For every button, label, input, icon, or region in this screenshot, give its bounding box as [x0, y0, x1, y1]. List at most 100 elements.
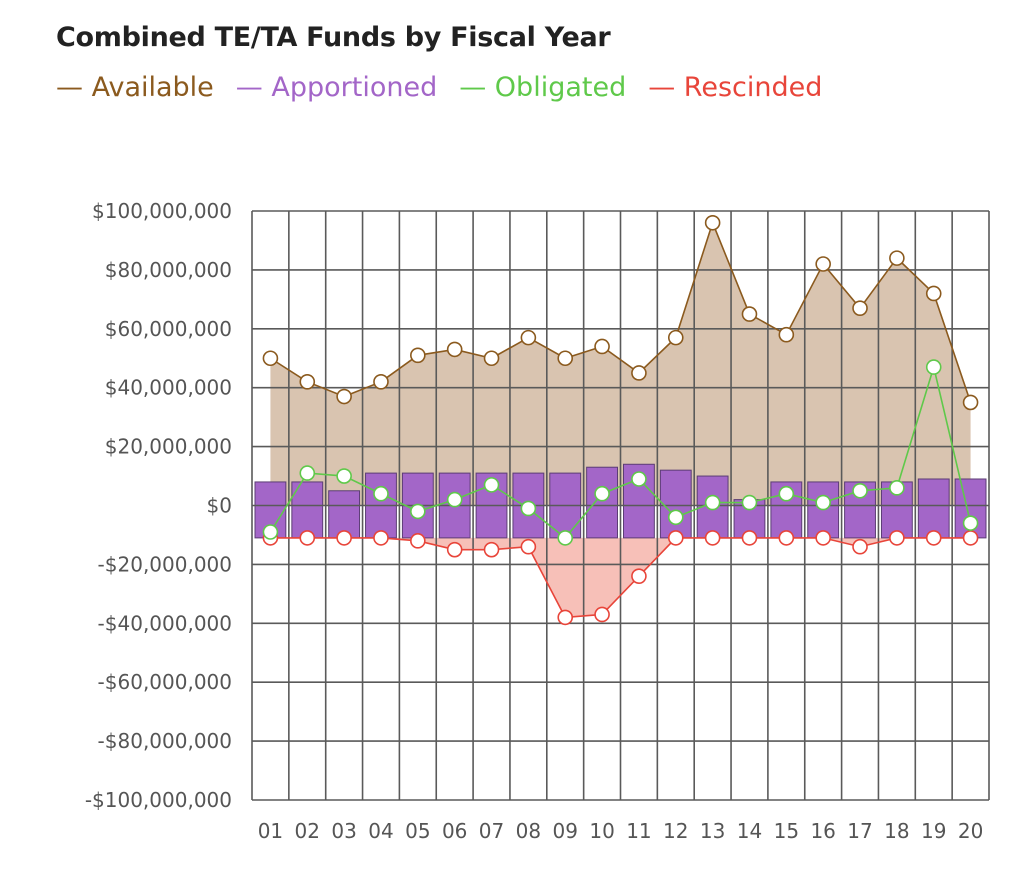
available-point [410, 347, 426, 364]
obligated-point [446, 491, 463, 508]
available-point [483, 350, 500, 367]
obligated-point [410, 503, 426, 520]
rescinded-point [446, 541, 463, 558]
available-point [262, 350, 279, 367]
rescinded-point [336, 530, 352, 546]
apportioned-bar [328, 490, 361, 539]
available-point [962, 394, 979, 411]
x-tick-label: 04 [368, 819, 393, 843]
rescinded-point [852, 538, 868, 555]
rescinded-point [631, 568, 647, 584]
x-tick-label: 02 [295, 819, 320, 843]
obligated-point [704, 494, 721, 511]
obligated-point [373, 485, 389, 502]
obligated-point [557, 530, 574, 546]
available-point [889, 250, 905, 266]
available-point [925, 285, 942, 302]
apportioned-bar [917, 478, 950, 539]
y-tick-label: $40,000,000 [105, 376, 232, 400]
x-tick-label: 14 [737, 819, 762, 843]
x-tick-label: 17 [847, 819, 872, 843]
rescinded-point [925, 530, 942, 546]
y-tick-label: -$100,000,000 [85, 788, 232, 812]
obligated-point [299, 465, 316, 481]
obligated-point [336, 468, 352, 484]
obligated-point [889, 480, 905, 496]
legend-item-rescinded: — Rescinded [648, 72, 823, 103]
rescinded-point [962, 530, 979, 546]
rescinded-point [557, 609, 574, 626]
y-tick-label: -$20,000,000 [98, 552, 232, 576]
x-tick-label: 09 [552, 819, 577, 843]
x-tick-label: 05 [405, 819, 430, 843]
rescinded-point [483, 541, 500, 558]
available-point [373, 374, 389, 390]
y-tick-label: $0 [207, 494, 232, 518]
rescinded-point [815, 530, 831, 546]
available-point [852, 300, 868, 316]
available-point [667, 329, 684, 346]
obligated-point [520, 500, 537, 517]
legend-item-available: — Available [56, 72, 214, 103]
x-tick-label: 13 [700, 819, 725, 843]
x-tick-label: 20 [958, 819, 983, 843]
legend-item-apportioned: — Apportioned [235, 72, 438, 103]
apportioned-bar [586, 466, 619, 539]
rescinded-point [520, 538, 537, 555]
obligated-point [962, 515, 979, 531]
rescinded-point [667, 530, 684, 546]
x-tick-label: 03 [331, 819, 356, 843]
available-point [557, 350, 574, 367]
available-point [336, 388, 352, 405]
available-point [778, 326, 795, 343]
x-tick-label: 19 [921, 819, 946, 843]
y-tick-label: -$80,000,000 [98, 729, 232, 753]
obligated-point [483, 477, 500, 493]
obligated-point [667, 509, 684, 526]
rescinded-point [741, 530, 758, 546]
rescinded-point [704, 530, 721, 546]
obligated-point [925, 359, 942, 375]
x-tick-label: 01 [258, 819, 283, 843]
x-tick-label: 11 [626, 819, 651, 843]
y-tick-label: $60,000,000 [105, 317, 232, 341]
obligated-point [815, 494, 831, 511]
available-point [299, 374, 316, 390]
obligated-point [852, 482, 868, 499]
available-point [446, 341, 463, 358]
x-tick-label: 08 [516, 819, 541, 843]
x-tick-label: 06 [442, 819, 467, 843]
available-point [594, 338, 610, 355]
rescinded-point [889, 530, 905, 546]
available-point [741, 306, 758, 322]
y-tick-label: $80,000,000 [105, 258, 232, 282]
obligated-point [631, 471, 647, 487]
available-point [520, 329, 537, 346]
rescinded-point [594, 606, 610, 623]
obligated-point [741, 494, 758, 511]
available-point [815, 256, 831, 272]
y-tick-label: $20,000,000 [105, 435, 232, 459]
x-tick-label: 16 [810, 819, 835, 843]
x-tick-label: 15 [774, 819, 799, 843]
rescinded-point [299, 530, 316, 546]
x-tick-label: 07 [479, 819, 504, 843]
rescinded-point [373, 530, 389, 546]
rescinded-point [410, 533, 426, 549]
apportioned-bar [659, 469, 692, 539]
obligated-point [594, 485, 610, 502]
y-tick-label: -$40,000,000 [98, 611, 232, 635]
obligated-point [262, 524, 279, 540]
available-point [704, 214, 721, 231]
legend: — Available — Apportioned — Obligated — … [56, 72, 822, 103]
x-tick-label: 10 [589, 819, 614, 843]
rescinded-point [778, 530, 795, 546]
x-tick-label: 18 [884, 819, 909, 843]
chart-title: Combined TE/TA Funds by Fiscal Year [56, 22, 611, 53]
y-tick-label: -$60,000,000 [98, 670, 232, 694]
x-tick-label: 12 [663, 819, 688, 843]
available-point [631, 365, 647, 381]
legend-item-obligated: — Obligated [459, 72, 627, 103]
obligated-point [778, 485, 795, 502]
